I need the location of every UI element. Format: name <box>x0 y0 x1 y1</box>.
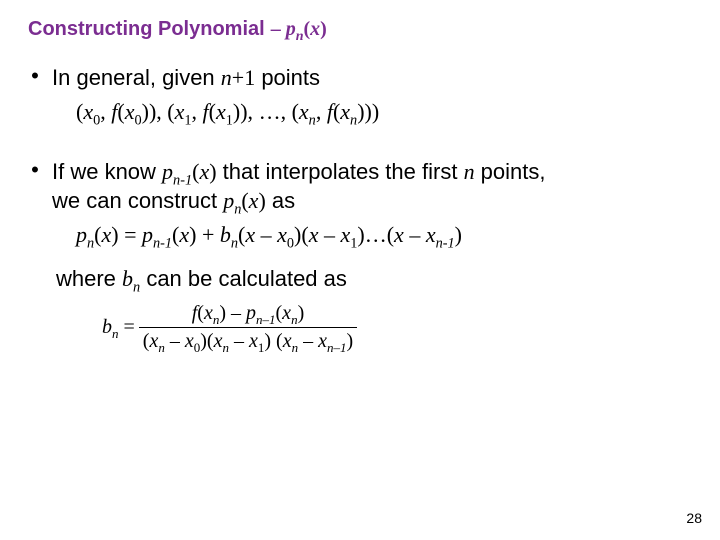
where-line: where bn can be calculated as <box>56 266 692 292</box>
slide: Constructing Polynomial – pn(x) • In gen… <box>0 0 720 540</box>
bullet-1: • In general, given n+1 points <box>28 63 692 93</box>
bullet-2: • If we know pn-1(x) that interpolates t… <box>28 157 692 216</box>
title-text: Constructing Polynomial <box>28 18 265 41</box>
slide-title: Constructing Polynomial – pn(x) <box>28 18 692 41</box>
bullet-dot: • <box>28 63 42 93</box>
page-number: 28 <box>686 510 702 526</box>
bullet-2-text: If we know pn-1(x) that interpolates the… <box>52 157 692 216</box>
bullet-1-text: In general, given n+1 points <box>52 63 692 93</box>
formula-denominator: (xn – x0)(xn – x1) (xn – xn–1) <box>139 328 357 354</box>
slide-body: • In general, given n+1 points (x0, f(x0… <box>28 63 692 353</box>
points-list: (x0, f(x0)), (x1, f(x1)), …, (xn, f(xn))… <box>76 99 692 125</box>
title-math: – pn(x) <box>271 18 327 41</box>
construction-formula: pn(x) = pn-1(x) + bn(x – x0)(x – x1)…(x … <box>76 222 692 248</box>
formula-numerator: f(xn) – pn–1(xn) <box>139 302 357 328</box>
bullet-dot: • <box>28 157 42 216</box>
bn-formula: bn = f(xn) – pn–1(xn) (xn – x0)(xn – x1)… <box>98 302 692 353</box>
